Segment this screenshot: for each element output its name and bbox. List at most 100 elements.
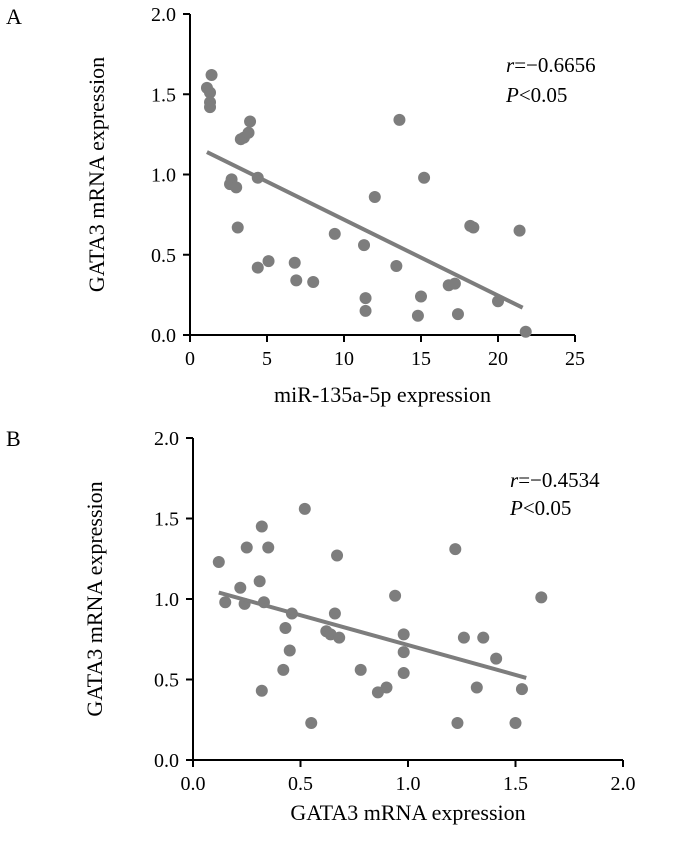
p-value-label: P<0.05 [509, 496, 571, 520]
p-symbol: P [505, 83, 519, 107]
data-point [244, 115, 257, 128]
data-point [253, 575, 266, 588]
data-point [515, 683, 528, 696]
data-point [251, 261, 264, 274]
data-point [279, 621, 292, 634]
data-point [328, 227, 341, 240]
data-point [240, 541, 253, 554]
data-point [467, 221, 480, 234]
data-point [354, 663, 367, 676]
data-point [204, 101, 217, 114]
y-axis-label: GATA3 mRNA expression [82, 481, 107, 716]
data-point [513, 224, 526, 237]
data-point [411, 309, 424, 322]
data-point [390, 259, 403, 272]
y-tick-label: 0.0 [154, 750, 179, 772]
y-tick-label: 0.5 [154, 670, 179, 692]
r-symbol: r [506, 53, 515, 77]
x-tick-label: 10 [334, 348, 354, 370]
y-tick-label: 1.0 [154, 589, 179, 611]
x-tick-label: 0.5 [288, 773, 313, 795]
data-point [519, 325, 532, 338]
data-point [255, 520, 268, 533]
r-symbol: r [510, 468, 519, 492]
data-point [490, 652, 503, 665]
data-point [397, 628, 410, 641]
data-point [219, 596, 232, 609]
x-tick-label: 0 [185, 348, 195, 370]
correlation-label: r=−0.6656 [506, 53, 596, 77]
y-tick-label: 2.0 [151, 4, 176, 26]
data-point [509, 716, 522, 729]
x-tick-label: 25 [565, 348, 585, 370]
data-point [397, 667, 410, 680]
p-value: <0.05 [523, 496, 572, 520]
x-tick-label: 15 [411, 348, 431, 370]
data-point [231, 221, 244, 234]
data-point [255, 684, 268, 697]
y-tick-label: 2.0 [154, 428, 179, 450]
data-point [230, 181, 243, 194]
y-tick-label: 0.0 [151, 325, 176, 347]
regression-line [206, 150, 524, 310]
data-point [359, 292, 372, 305]
data-point [415, 290, 427, 303]
data-point [449, 543, 462, 556]
data-point [393, 113, 406, 126]
data-point [535, 591, 548, 604]
data-point [290, 274, 303, 287]
y-tick-label: 1.0 [151, 165, 176, 187]
data-point [305, 716, 318, 729]
data-point [212, 555, 225, 568]
chart-panel-a: A 0 5 10 15 20 25 0.0 0.5 1.0 1.5 2.0 miR-135a-5p ex… [6, 4, 596, 407]
y-tick-label: 1.5 [154, 509, 179, 531]
x-tick-label: 5 [262, 348, 272, 370]
chart-panel-b: B 0.0 0.5 1.0 1.5 2.0 0.0 0.5 1.0 1.5 2.0 GATA3 mRN… [6, 426, 636, 825]
data-point [457, 631, 470, 644]
data-point [397, 646, 410, 659]
x-tick-label: 2.0 [611, 773, 636, 795]
x-axis-label: miR-135a-5p expression [274, 382, 491, 407]
x-tick-label: 20 [488, 348, 508, 370]
p-value-label: P<0.05 [505, 83, 567, 107]
data-point [389, 589, 402, 602]
data-point [451, 308, 464, 321]
data-point [283, 644, 296, 657]
data-point [451, 716, 464, 729]
x-tick-label: 0.0 [181, 773, 206, 795]
panel-label: A [6, 4, 22, 29]
data-point [331, 549, 344, 562]
data-point [359, 304, 372, 317]
correlation-label: r=−0.4534 [510, 468, 600, 492]
panel-label: B [6, 426, 21, 451]
data-point [262, 255, 275, 268]
data-point [358, 239, 371, 252]
p-value: <0.05 [519, 83, 568, 107]
y-tick-label: 1.5 [151, 84, 176, 106]
data-point [262, 541, 275, 554]
data-point [418, 171, 431, 184]
x-tick-label: 1.0 [396, 773, 421, 795]
data-point [205, 68, 218, 81]
data-point [470, 681, 483, 694]
x-axis-label: GATA3 mRNA expression [290, 800, 525, 825]
y-axis-label: GATA3 mRNA expression [84, 57, 109, 292]
y-tick-label: 0.5 [151, 245, 176, 267]
data-point [307, 276, 320, 289]
data-point [368, 190, 381, 203]
data-point [288, 256, 301, 269]
r-value: =−0.6656 [514, 53, 595, 77]
regression-line [218, 590, 527, 680]
data-point [448, 277, 461, 290]
data-point [234, 581, 247, 594]
data-point [242, 126, 255, 139]
data-point [380, 681, 393, 694]
r-value: =−0.4534 [518, 468, 600, 492]
p-symbol: P [509, 496, 523, 520]
data-point [298, 502, 311, 515]
x-tick-label: 1.5 [503, 773, 528, 795]
data-point [333, 631, 346, 644]
data-point [277, 663, 290, 676]
data-point [204, 86, 217, 99]
